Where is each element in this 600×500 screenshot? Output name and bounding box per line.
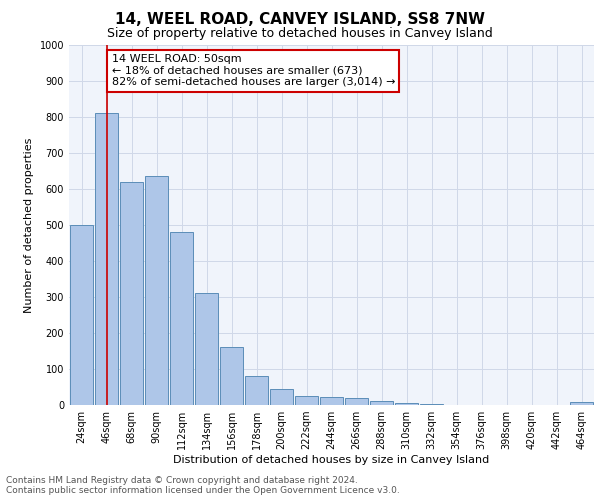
- Bar: [569, 402, 593, 405]
- Bar: [95, 114, 118, 405]
- Bar: [245, 376, 268, 405]
- Bar: [70, 225, 94, 405]
- Bar: [320, 397, 343, 405]
- Bar: [295, 396, 319, 405]
- Bar: [269, 389, 293, 405]
- Text: 14, WEEL ROAD, CANVEY ISLAND, SS8 7NW: 14, WEEL ROAD, CANVEY ISLAND, SS8 7NW: [115, 12, 485, 28]
- Bar: [395, 403, 418, 405]
- Text: Size of property relative to detached houses in Canvey Island: Size of property relative to detached ho…: [107, 28, 493, 40]
- X-axis label: Distribution of detached houses by size in Canvey Island: Distribution of detached houses by size …: [173, 455, 490, 465]
- Bar: [220, 348, 244, 405]
- Bar: [119, 182, 143, 405]
- Bar: [370, 400, 394, 405]
- Bar: [170, 232, 193, 405]
- Bar: [344, 398, 368, 405]
- Bar: [419, 404, 443, 405]
- Bar: [145, 176, 169, 405]
- Text: Contains HM Land Registry data © Crown copyright and database right 2024.
Contai: Contains HM Land Registry data © Crown c…: [6, 476, 400, 495]
- Text: 14 WEEL ROAD: 50sqm
← 18% of detached houses are smaller (673)
82% of semi-detac: 14 WEEL ROAD: 50sqm ← 18% of detached ho…: [112, 54, 395, 87]
- Bar: [194, 294, 218, 405]
- Y-axis label: Number of detached properties: Number of detached properties: [24, 138, 34, 312]
